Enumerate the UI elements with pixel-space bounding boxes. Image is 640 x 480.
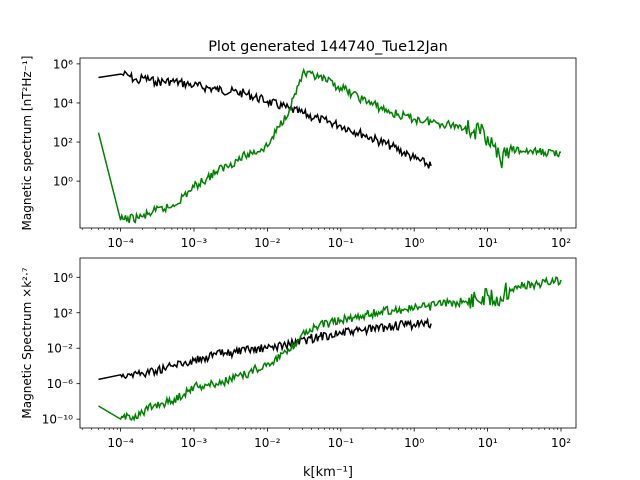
x-tick-label: 10¹ — [478, 236, 498, 250]
y-tick-label: 10⁻⁶ — [47, 377, 74, 391]
y-tick-label: 10⁻¹⁰ — [42, 413, 73, 427]
bottom-plot-panel: 10⁻⁴ 10⁻³ 10⁻² 10⁻¹ 10⁰ 10¹ 10² 10⁻¹⁰ 10⁻⁶ 10⁻² 10… — [20, 257, 577, 450]
x-tick-label: 10¹ — [478, 436, 498, 450]
x-tick-label: 10⁰ — [404, 236, 424, 250]
y-tick-label: 10⁻² — [47, 342, 74, 356]
x-tick-label: 10⁻³ — [181, 236, 208, 250]
y-tick-label: 10⁴ — [53, 96, 73, 110]
y-axis-label: Magnetic spectrum [nT²Hz⁻¹] — [20, 56, 34, 231]
x-tick-label: 10² — [551, 236, 571, 250]
x-tick-label: 10⁻³ — [181, 436, 208, 450]
y-tick-label: 10⁶ — [53, 57, 73, 71]
x-tick-label: 10⁻⁴ — [107, 436, 134, 450]
y-tick-label: 10² — [53, 306, 73, 320]
x-tick-label: 10⁻² — [254, 236, 281, 250]
x-tick-label: 10⁻² — [254, 436, 281, 450]
series-line-black — [98, 317, 432, 381]
x-tick-label: 10⁻⁴ — [107, 236, 134, 250]
axes-frame — [79, 257, 577, 429]
y-axis-label: Magnetic Spectrum ×k²·⁷ — [20, 267, 34, 418]
y-tick-label: 10² — [53, 136, 73, 150]
x-tick-label: 10⁻¹ — [328, 436, 355, 450]
axes-frame — [79, 57, 577, 229]
x-tick-label: 10⁻¹ — [328, 236, 355, 250]
x-tick-label: 10⁰ — [404, 436, 424, 450]
top-plot-panel: 10⁻⁴ 10⁻³ 10⁻² 10⁻¹ 10⁰ 10¹ 10² 10⁰ 10² 10⁴ 10⁶ Mag… — [20, 56, 577, 250]
x-tick-label: 10² — [551, 436, 571, 450]
series-line-green — [98, 275, 562, 422]
x-axis-label: k[km⁻¹] — [303, 465, 353, 480]
y-tick-label: 10⁶ — [53, 271, 73, 285]
y-tick-label: 10⁰ — [53, 175, 73, 189]
series-line-black — [98, 70, 432, 169]
series-line-green — [97, 67, 562, 224]
chart-title: Plot generated 144740_Tue12Jan — [208, 39, 448, 55]
